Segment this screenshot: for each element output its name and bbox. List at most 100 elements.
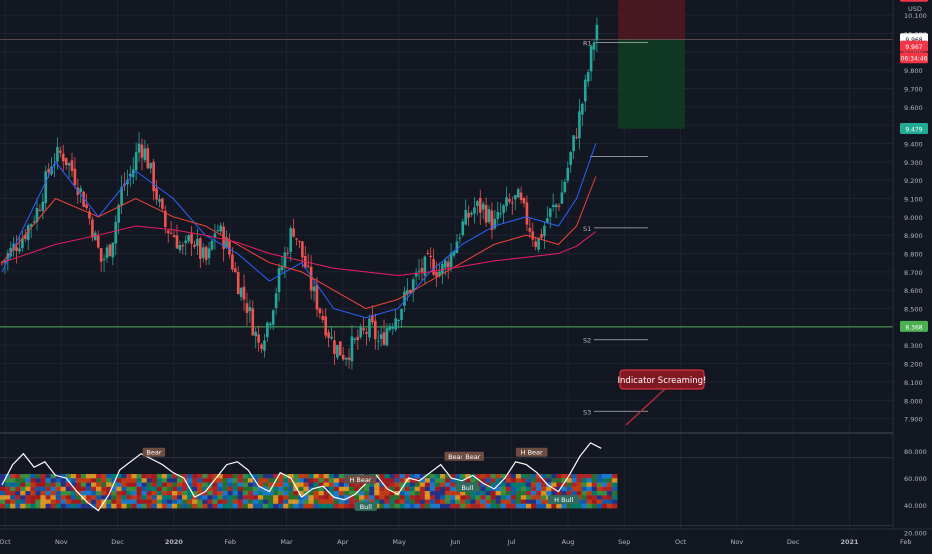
price-levels[interactable] — [0, 38, 893, 328]
heatmap-cell — [252, 499, 259, 505]
time-tick-label: Jun — [449, 538, 460, 546]
candle-body — [365, 332, 368, 334]
heatmap-cell — [227, 491, 234, 496]
heatmap-cell — [5, 482, 11, 488]
heatmap-cell — [520, 482, 527, 488]
heatmap-cell — [551, 491, 557, 496]
heatmap-cell — [166, 478, 173, 483]
heatmap-cell — [531, 486, 537, 492]
candle-body — [537, 237, 540, 250]
heatmap-cell — [283, 499, 289, 505]
candle-body — [242, 286, 246, 300]
candle-body — [508, 198, 511, 202]
price-tick-label: 9.300 — [904, 159, 923, 167]
candle-body — [426, 253, 430, 255]
heatmap-cell — [207, 495, 213, 500]
price-tag — [900, 52, 928, 64]
osc-tick-label: 20.000 — [904, 529, 927, 537]
risk-reward-box[interactable] — [618, 0, 685, 129]
candle-body — [449, 252, 453, 268]
price-tag — [900, 0, 928, 2]
heatmap-cell — [313, 503, 320, 509]
heatmap-cell — [171, 491, 178, 496]
heatmap-cell — [101, 474, 107, 479]
candle-body — [26, 225, 30, 241]
heatmap-cell — [151, 495, 158, 500]
support-tag — [900, 320, 928, 332]
heatmap-cell — [197, 495, 203, 500]
price-tick-label: 8.800 — [904, 251, 923, 259]
heatmap-cell — [500, 482, 507, 488]
heatmap-cell — [116, 478, 122, 483]
heatmap-cell — [45, 495, 51, 500]
heatmap-cell — [278, 503, 284, 509]
heatmap-cell — [551, 474, 557, 479]
heatmap-cell — [328, 486, 335, 492]
heatmap-cell — [515, 478, 522, 483]
signal-label: Bear — [146, 449, 161, 457]
heatmap-cell — [136, 482, 143, 488]
heatmap-cell — [389, 499, 395, 505]
heatmap-cell — [450, 486, 456, 492]
heatmap-cell — [85, 474, 92, 479]
heatmap-cell — [505, 478, 512, 483]
heatmap-cell — [106, 495, 112, 500]
heatmap-cell — [424, 499, 431, 505]
candle-body — [111, 242, 115, 258]
heatmap-cell — [455, 503, 461, 509]
heatmap-cell — [126, 474, 132, 479]
heatmap-cell — [111, 486, 117, 492]
heatmap-cell — [364, 495, 370, 500]
heatmap-cell — [192, 482, 198, 488]
heatmap-cell — [485, 482, 491, 488]
heatmap-cell — [510, 482, 517, 488]
heatmap-cell — [80, 495, 87, 500]
heatmap-cell — [222, 478, 228, 483]
heatmap-cell — [131, 478, 137, 483]
heatmap-cell — [354, 499, 360, 505]
heatmap-cell — [156, 486, 163, 492]
heatmap-cell — [156, 491, 163, 496]
time-axis[interactable]: Oct Nov Dec 2020 Feb Mar Apr May Jun Jul Aug Sep Oct… — [0, 528, 932, 546]
heatmap-cell — [45, 482, 51, 488]
callout-box[interactable] — [619, 369, 705, 390]
heatmap-cell — [10, 491, 16, 496]
heatmap-cell — [232, 495, 239, 500]
heatmap-cell — [394, 478, 400, 483]
signal-badge — [344, 474, 377, 484]
signal-badge — [142, 447, 166, 457]
price-tick-label: 9.400 — [904, 140, 923, 148]
time-tick-label: Dec — [111, 538, 124, 546]
pivot-label: S2 — [583, 337, 591, 345]
heatmap-cell — [470, 503, 476, 509]
heatmap-cell — [65, 491, 72, 496]
take-profit-zone[interactable] — [618, 39, 685, 129]
heatmap-cell — [166, 474, 173, 479]
support-tag-label: 8.368 — [905, 324, 922, 331]
heatmap-cell — [5, 499, 11, 505]
stop-loss-zone[interactable] — [618, 0, 685, 40]
candle-body — [248, 307, 252, 312]
heatmap-cell — [455, 474, 461, 479]
heatmap-cell — [414, 486, 421, 492]
heatmap-cell — [242, 491, 249, 496]
candle-body — [569, 151, 572, 165]
callout-annotation[interactable]: Indicator Screaming! — [618, 369, 707, 426]
heatmap-cell — [182, 503, 188, 509]
candle-body — [155, 188, 158, 200]
candle-body — [178, 245, 182, 251]
heatmap-cell — [212, 486, 218, 492]
candle-body — [388, 326, 392, 331]
heatmap-cell — [389, 474, 395, 479]
signal-badge — [547, 495, 580, 505]
heatmap-cell — [187, 478, 193, 483]
heatmap-cell — [10, 486, 16, 492]
osc-tick-label: 60.000 — [904, 475, 927, 483]
price-axis[interactable]: USD 10.10010.0009.9009.8009.7009.6009.50… — [892, 0, 932, 550]
heatmap-cell — [546, 503, 552, 509]
heatmap-cell — [166, 499, 173, 505]
heatmap-cell — [10, 495, 16, 500]
heatmap-cell — [182, 482, 188, 488]
